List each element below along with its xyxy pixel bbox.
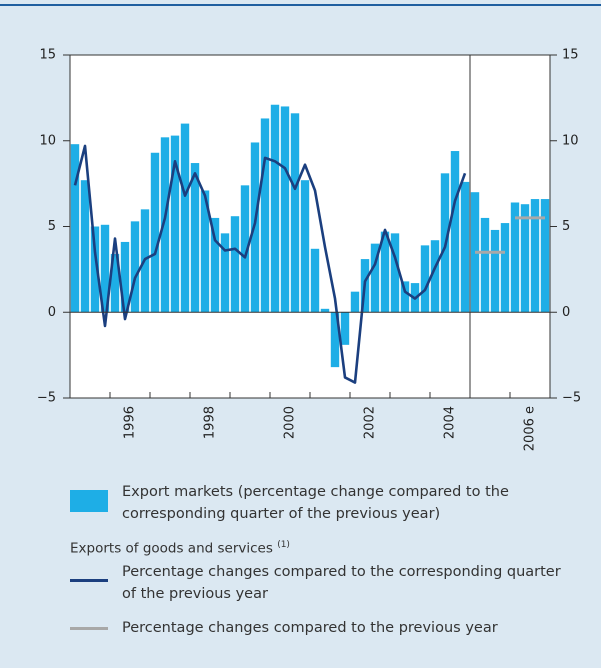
bar <box>260 118 270 313</box>
x-tick-label: 2004 <box>443 406 458 439</box>
bar <box>100 224 110 313</box>
bar <box>70 144 80 313</box>
bar <box>200 190 210 313</box>
legend-group: Exports of goods and services (1) <box>70 534 290 560</box>
legend-swatch <box>70 490 108 512</box>
y-tick-label: −5 <box>37 391 56 406</box>
bar <box>300 180 310 313</box>
legend-label: Percentage changes compared to the corre… <box>122 564 561 602</box>
bar <box>210 217 220 313</box>
line <box>73 144 467 384</box>
legend-group-note: (1) <box>277 540 290 550</box>
legend-label: Export markets (percentage change compar… <box>122 484 509 522</box>
bar <box>330 312 340 368</box>
y-tick-label: 0 <box>48 305 56 320</box>
bar <box>380 231 390 313</box>
y-tick-label: 15 <box>39 48 56 63</box>
bar <box>320 308 330 313</box>
bar <box>480 217 490 313</box>
bar <box>370 243 380 313</box>
bar <box>340 312 350 345</box>
bar <box>230 216 240 313</box>
bar <box>350 291 360 313</box>
bar <box>500 223 510 313</box>
bar <box>290 113 300 313</box>
bar <box>110 253 120 313</box>
bar <box>240 185 250 313</box>
bar <box>90 226 100 313</box>
bar <box>450 151 460 313</box>
bar <box>270 104 280 313</box>
bar <box>390 233 400 313</box>
chart: −5 −5 0 0 5 5 10 10 15 15 1996 1998 2000 2002 2004 2006… <box>37 48 581 452</box>
x-tick-label: 2006 e <box>523 406 538 451</box>
x-tick-label: 2002 <box>363 406 378 439</box>
bar <box>530 199 540 313</box>
legend-group-text: Exports of goods and services <box>70 540 273 557</box>
bar <box>120 241 130 313</box>
bar <box>190 163 200 313</box>
bar <box>130 221 140 313</box>
bar <box>150 152 160 313</box>
bar <box>490 229 500 313</box>
x-tick-label: 1998 <box>203 406 218 439</box>
x-tick-label: 1996 <box>123 406 138 439</box>
bar <box>220 233 230 313</box>
bar <box>310 248 320 313</box>
y2-tick-label: 0 <box>562 305 570 320</box>
y2-tick-label: 10 <box>562 133 579 148</box>
legend-swatch <box>70 579 108 582</box>
y-tick-label: 5 <box>48 219 56 234</box>
y-tick-label: 10 <box>39 133 56 148</box>
x-tick-label: 2000 <box>283 406 298 439</box>
bar <box>80 180 90 313</box>
bar <box>510 202 520 313</box>
y2-tick-label: 5 <box>562 219 570 234</box>
y2-tick-label: 15 <box>562 48 579 63</box>
bar <box>420 245 430 313</box>
bar <box>170 135 180 313</box>
bar <box>160 137 170 313</box>
legend-swatch <box>70 627 108 630</box>
legend-label: Percentage changes compared to the previ… <box>122 620 498 636</box>
bar <box>540 199 550 313</box>
y2-tick-label: −5 <box>562 391 581 406</box>
bar <box>400 281 410 313</box>
bar <box>520 204 530 313</box>
bar <box>180 123 190 313</box>
bar <box>460 181 470 313</box>
bar <box>430 240 440 313</box>
top-rule <box>0 4 601 6</box>
bar <box>280 106 290 313</box>
